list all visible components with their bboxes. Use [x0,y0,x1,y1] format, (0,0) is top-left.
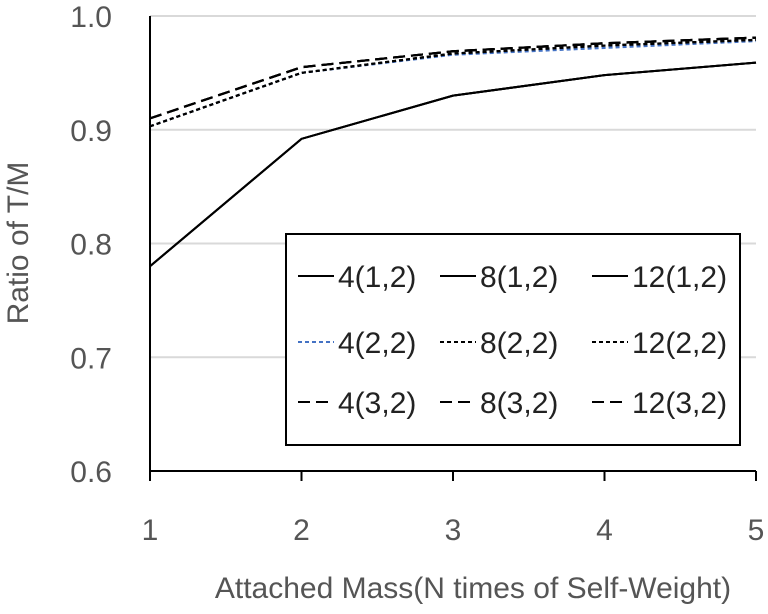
x-tick-label: 4 [596,514,613,547]
tick-labels: 0.6 0.7 0.8 0.9 1.0 1 2 3 4 5 [70,1,764,547]
series-line-12(1,2) [149,61,757,268]
x-axis-title: Attached Mass(N times of Self-Weight) [215,572,731,605]
x-tick-label: 3 [445,514,462,547]
x-tick-label: 1 [142,514,159,547]
legend-label: 4(2,2) [338,327,416,360]
y-tick-label: 0.7 [70,342,112,375]
y-axis-title: Ratio of T/M [2,162,35,325]
series-line-8(3,2) [149,36,757,120]
legend-label: 4(3,2) [338,387,416,420]
y-tick-label: 0.8 [70,229,112,262]
legend-label: 4(1,2) [338,261,416,294]
series-line-4(2,2) [149,39,757,128]
legend-label: 8(2,2) [480,327,558,360]
legend-label: 12(3,2) [632,387,727,420]
legend-label: 12(2,2) [632,327,727,360]
y-tick-label: 0.6 [70,456,112,489]
legend-label: 8(1,2) [480,261,558,294]
legend: 4(1,2) 8(1,2) 12(1,2) 4(2,2) 8(2,2) 12(2,2) 4(… [285,233,741,446]
legend-label: 12(1,2) [632,261,727,294]
series-lines [149,36,757,268]
series-line-4(3,2) [149,36,757,120]
series-line-12(2,2) [149,38,757,128]
series-line-8(2,2) [149,38,757,128]
legend-label: 8(3,2) [480,387,558,420]
x-tick-label: 5 [748,514,765,547]
y-tick-label: 1.0 [70,1,112,34]
legend-box [285,233,741,446]
series-line-12(3,2) [149,36,757,120]
x-tick-label: 2 [293,514,310,547]
y-tick-label: 0.9 [70,115,112,148]
